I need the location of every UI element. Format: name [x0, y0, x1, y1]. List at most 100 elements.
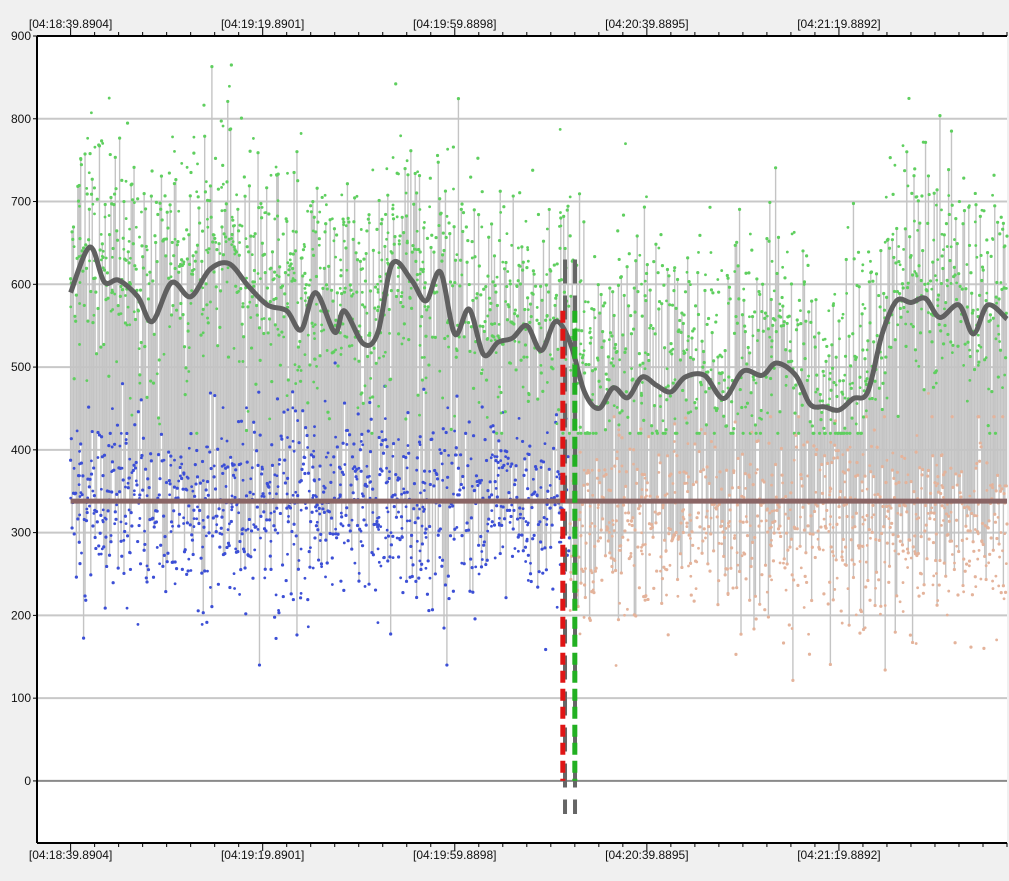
lower-point: [136, 622, 140, 626]
lower-point: [840, 555, 844, 559]
upper-point: [291, 229, 295, 233]
lower-point: [794, 433, 798, 437]
lower-point: [447, 453, 450, 457]
upper-point: [611, 290, 615, 294]
upper-point: [711, 291, 715, 295]
lower-point: [275, 474, 279, 478]
lower-point: [484, 458, 489, 463]
lower-point: [397, 510, 400, 514]
lower-point: [375, 519, 379, 524]
upper-point: [709, 288, 714, 292]
lower-point: [252, 492, 255, 496]
upper-point: [435, 153, 440, 158]
lower-point: [377, 528, 381, 531]
lower-point: [473, 617, 477, 621]
upper-point: [248, 149, 252, 153]
upper-point: [785, 250, 789, 254]
lower-point: [982, 646, 986, 650]
upper-point: [127, 261, 131, 265]
upper-point: [256, 272, 260, 275]
lower-point: [534, 467, 538, 471]
lower-point: [890, 521, 894, 525]
upper-point: [983, 358, 987, 362]
lower-point: [550, 523, 554, 527]
upper-point: [513, 339, 517, 343]
lower-point: [355, 523, 360, 528]
upper-point: [224, 240, 228, 244]
upper-point: [926, 282, 930, 286]
lower-point: [127, 508, 131, 512]
lower-point: [440, 564, 444, 568]
lower-point: [368, 450, 373, 454]
upper-point: [545, 227, 549, 231]
lower-point: [145, 564, 149, 568]
lower-point: [747, 473, 751, 477]
upper-point: [828, 397, 832, 401]
lower-point: [962, 506, 967, 510]
lower-point: [887, 564, 892, 568]
lower-point: [869, 470, 873, 474]
upper-point: [741, 431, 745, 435]
lower-point: [320, 565, 324, 569]
lower-point: [661, 506, 665, 510]
upper-point: [399, 134, 403, 138]
axes: 0100200300400500600700800900[04:18:39.89…: [11, 17, 1008, 862]
lower-point: [291, 390, 295, 394]
upper-point: [875, 334, 879, 338]
upper-point: [220, 267, 224, 271]
lower-point: [665, 593, 668, 597]
lower-point: [934, 558, 938, 563]
upper-point: [101, 249, 105, 253]
lower-point: [993, 520, 998, 524]
upper-point: [820, 410, 824, 415]
upper-point: [242, 335, 246, 339]
upper-point: [631, 377, 635, 381]
lower-point: [879, 604, 883, 608]
upper-point: [852, 257, 856, 261]
lower-point: [795, 547, 799, 551]
lower-point: [569, 570, 573, 574]
lower-point: [192, 517, 196, 521]
lower-point: [84, 598, 88, 602]
upper-point: [618, 358, 622, 362]
lower-point: [554, 413, 559, 417]
upper-point: [77, 255, 81, 258]
lower-point: [353, 561, 357, 565]
upper-point: [341, 217, 345, 221]
lower-point: [263, 567, 267, 571]
lower-point: [530, 493, 534, 497]
upper-point: [130, 182, 134, 186]
lower-point: [190, 485, 194, 489]
upper-point: [417, 173, 422, 178]
upper-point: [294, 382, 298, 385]
upper-point: [374, 318, 378, 321]
upper-point: [608, 286, 612, 290]
lower-point: [318, 512, 322, 516]
lower-point: [714, 507, 719, 511]
upper-point: [72, 377, 76, 381]
upper-point: [974, 203, 978, 207]
upper-point: [901, 268, 905, 271]
lower-point: [461, 474, 465, 479]
upper-point: [810, 424, 814, 428]
lower-point: [333, 361, 337, 365]
upper-point: [646, 352, 650, 357]
upper-point: [226, 266, 230, 270]
lower-point: [334, 435, 338, 439]
lower-point: [863, 474, 867, 478]
upper-point: [140, 244, 144, 248]
lower-point: [78, 450, 81, 453]
upper-point: [598, 311, 602, 315]
lower-point: [685, 481, 689, 485]
upper-point: [515, 285, 519, 289]
lower-point: [292, 449, 296, 453]
upper-point: [182, 262, 186, 266]
upper-point: [993, 204, 997, 208]
lower-point: [311, 496, 315, 500]
upper-point: [297, 365, 301, 369]
lower-point: [768, 526, 772, 530]
upper-point: [473, 351, 477, 355]
lower-point: [778, 524, 782, 528]
lower-point: [532, 533, 536, 537]
lower-point: [639, 495, 644, 499]
